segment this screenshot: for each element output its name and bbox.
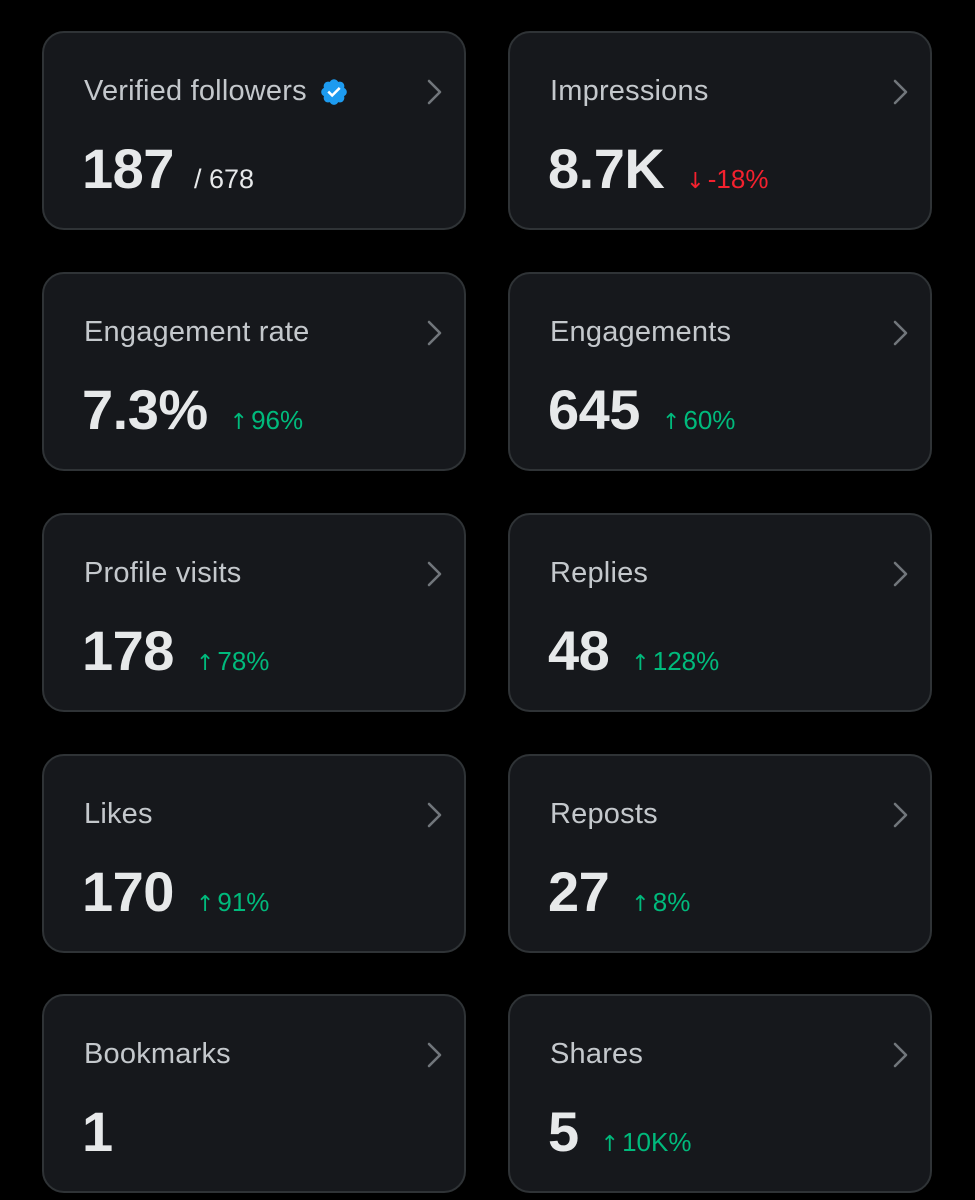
delta-text: 128% [652,646,720,676]
arrow-up-icon: ↑ [661,410,681,435]
delta-text: 91% [217,887,270,917]
arrow-up-icon: ↑ [195,892,215,917]
card-title: Engagement rate [84,316,310,348]
delta-text: 60% [683,405,736,435]
metric-value: 5 [548,1100,579,1163]
delta-text: 8% [652,887,691,917]
metric-value: 48 [548,619,610,682]
arrow-up-icon: ↑ [600,1132,620,1157]
card-replies[interactable]: Replies 48 ↑ 128% [508,513,932,712]
chevron-right-icon [893,561,908,587]
metric-delta: ↑ 8% [631,887,690,918]
metric-value: 8.7K [548,137,665,200]
card-title: Likes [84,798,153,830]
card-engagement-rate[interactable]: Engagement rate 7.3% ↑ 96% [42,272,466,471]
arrow-down-icon: ↓ [686,169,705,194]
metric-delta: ↑ 96% [230,405,303,436]
card-bookmarks[interactable]: Bookmarks 1 [42,994,466,1193]
metric-row: 8.7K ↓ -18% [548,137,768,201]
metric-total: / 678 [193,164,254,194]
card-likes[interactable]: Likes 170 ↑ 91% [42,754,466,953]
chevron-right-icon [427,561,442,587]
card-profile-visits[interactable]: Profile visits 178 ↑ 78% [42,513,466,712]
chevron-right-icon [893,1042,908,1068]
delta-text: -18% [707,164,769,194]
chevron-right-icon [427,320,442,346]
chevron-right-icon [427,802,442,828]
delta-text: 78% [217,646,270,676]
card-title: Bookmarks [84,1038,231,1070]
metric-value: 187 [82,137,174,200]
metric-row: 178 ↑ 78% [82,619,269,683]
metric-row: 645 ↑ 60% [548,378,735,442]
card-verified-followers[interactable]: Verified followers 187 / 678 [42,31,466,230]
arrow-up-icon: ↑ [631,892,650,917]
chevron-right-icon [893,320,908,346]
arrow-up-icon: ↑ [631,651,650,676]
card-reposts[interactable]: Reposts 27 ↑ 8% [508,754,932,953]
card-shares[interactable]: Shares 5 ↑ 10K% [508,994,932,1193]
metric-row: 48 ↑ 128% [548,619,719,683]
delta-text: 96% [251,405,304,435]
metric-row: 187 / 678 [82,137,254,201]
metric-value: 7.3% [82,378,208,441]
metric-value: 1 [82,1100,113,1163]
chevron-right-icon [893,79,908,105]
verified-badge-icon [321,79,347,105]
metric-value: 170 [82,860,174,923]
chevron-right-icon [427,79,442,105]
metric-value: 645 [548,378,640,441]
metric-row: 1 [82,1100,113,1164]
metric-row: 5 ↑ 10K% [548,1100,691,1164]
card-impressions[interactable]: Impressions 8.7K ↓ -18% [508,31,932,230]
delta-text: 10K% [622,1127,692,1157]
card-title: Impressions [550,75,709,107]
metric-delta: ↑ 10K% [601,1127,692,1158]
metric-row: 170 ↑ 91% [82,860,269,924]
card-title: Reposts [550,798,658,830]
card-title: Shares [550,1038,644,1070]
metric-row: 27 ↑ 8% [548,860,690,924]
chevron-right-icon [893,802,908,828]
metric-value: 178 [82,619,174,682]
metric-delta: ↓ -18% [686,164,768,195]
arrow-up-icon: ↑ [229,410,249,435]
metric-value: 27 [548,860,610,923]
metric-delta: ↑ 60% [662,405,735,436]
metric-row: 7.3% ↑ 96% [82,378,303,442]
card-title: Replies [550,557,649,589]
chevron-right-icon [427,1042,442,1068]
card-title: Profile visits [84,557,242,589]
card-engagements[interactable]: Engagements 645 ↑ 60% [508,272,932,471]
arrow-up-icon: ↑ [195,651,215,676]
metric-delta: ↑ 128% [631,646,719,677]
card-title: Verified followers [84,75,307,107]
card-title: Engagements [550,316,732,348]
metric-delta: ↑ 91% [196,887,269,918]
metric-delta: ↑ 78% [196,646,269,677]
